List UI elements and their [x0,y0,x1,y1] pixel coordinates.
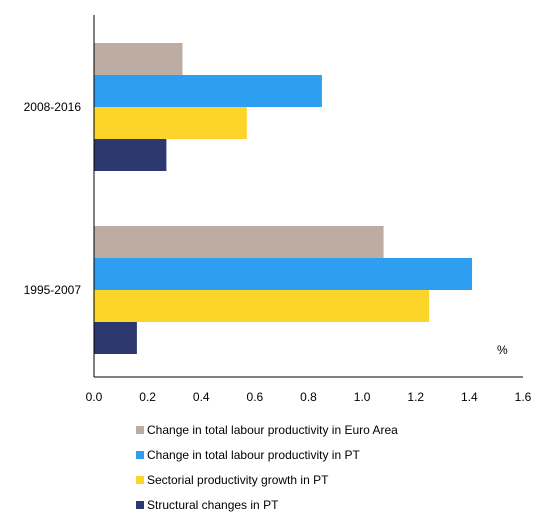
x-tick-label: 0.6 [247,390,264,404]
category-labels: 2008-2016 1995-2007 [24,100,82,297]
bar [94,139,167,171]
category-label: 1995-2007 [24,283,82,297]
x-tick-label: 0.0 [86,390,103,404]
bar [94,258,473,290]
legend-label: Change in total labour productivity in P… [147,448,360,462]
legend-item: Change in total labour productivity in P… [136,449,398,461]
x-tick-labels: 0.0 0.2 0.4 0.6 0.8 1.0 1.2 1.4 1.6 [86,390,532,404]
bar [94,290,430,322]
legend: Change in total labour productivity in E… [136,424,398,524]
bar-chart: 0.0 0.2 0.4 0.6 0.8 1.0 1.2 1.4 1.6 2008-2016 199… [24,15,532,404]
legend-item: Change in total labour productivity in E… [136,424,398,436]
bar [94,226,384,258]
unit-label: % [497,343,508,357]
legend-item: Sectorial productivity growth in PT [136,474,398,486]
x-tick-label: 0.8 [300,390,317,404]
bars-group [94,43,473,354]
x-tick-label: 0.2 [139,390,156,404]
legend-swatch [136,451,144,459]
x-tick-label: 1.0 [354,390,371,404]
x-tick-label: 0.4 [193,390,210,404]
legend-swatch [136,476,144,484]
bar [94,43,183,75]
legend-label: Change in total labour productivity in E… [147,423,398,437]
legend-swatch [136,426,144,434]
legend-swatch [136,501,144,509]
x-tick-label: 1.4 [461,390,478,404]
legend-label: Sectorial productivity growth in PT [147,473,329,487]
x-tick-label: 1.2 [407,390,424,404]
legend-label: Structural changes in PT [147,498,279,512]
category-label: 2008-2016 [24,100,82,114]
bar [94,75,322,107]
bar [94,322,137,354]
x-tick-label: 1.6 [515,390,532,404]
bar [94,107,247,139]
legend-item: Structural changes in PT [136,499,398,511]
